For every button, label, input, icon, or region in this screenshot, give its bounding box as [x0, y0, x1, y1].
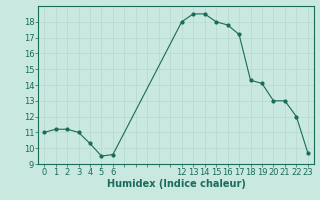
X-axis label: Humidex (Indice chaleur): Humidex (Indice chaleur): [107, 179, 245, 189]
